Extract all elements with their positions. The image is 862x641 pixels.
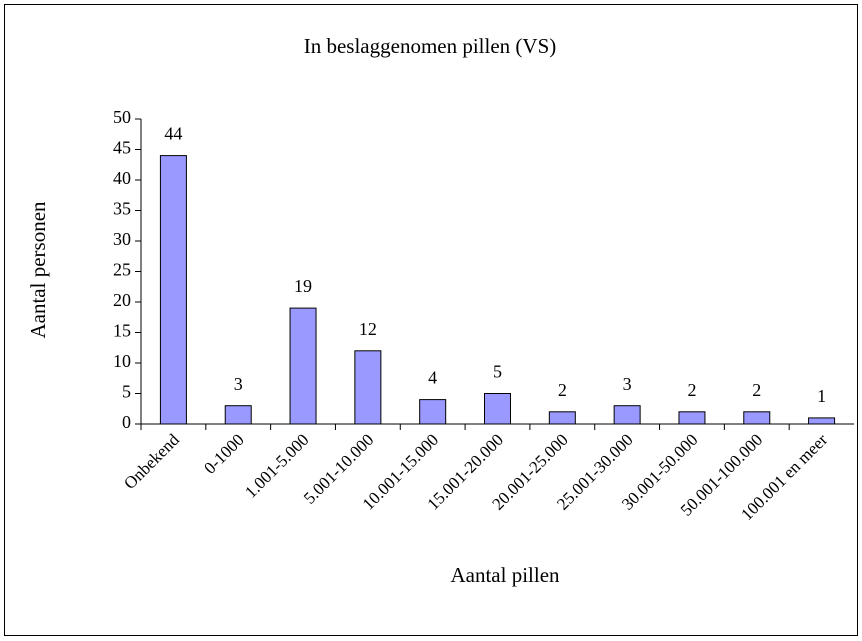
value-label: 4	[428, 368, 437, 388]
value-label: 3	[623, 374, 632, 394]
value-label: 3	[234, 374, 243, 394]
y-tick-label: 40	[113, 168, 131, 188]
bar	[159, 155, 187, 425]
value-label: 12	[359, 319, 377, 339]
y-tick-label: 0	[122, 412, 131, 432]
bar	[419, 399, 447, 425]
y-tick-label: 5	[122, 382, 131, 402]
value-label: 1	[817, 386, 826, 406]
bar	[808, 417, 836, 425]
value-label: 5	[493, 362, 502, 382]
bar	[224, 405, 252, 425]
bar	[289, 307, 317, 425]
y-tick-label: 50	[113, 107, 131, 127]
y-tick-label: 20	[113, 290, 131, 310]
bar	[613, 405, 641, 425]
value-label: 44	[164, 124, 182, 144]
y-tick-label: 30	[113, 229, 131, 249]
chart-border	[4, 4, 858, 636]
bar	[548, 411, 576, 425]
y-tick-label: 35	[113, 199, 131, 219]
value-label: 2	[558, 380, 567, 400]
value-label: 2	[687, 380, 696, 400]
value-label: 2	[752, 380, 761, 400]
y-tick-label: 25	[113, 260, 131, 280]
bar	[743, 411, 771, 425]
y-axis-label: Aantal personen	[26, 201, 50, 339]
bar	[484, 393, 511, 425]
bar	[354, 350, 382, 425]
chart-title: In beslaggenomen pillen (VS)	[304, 34, 557, 58]
y-tick-label: 15	[113, 321, 131, 341]
y-tick-label: 10	[113, 351, 131, 371]
value-label: 19	[294, 276, 312, 296]
x-axis-label: Aantal pillen	[450, 563, 560, 587]
y-tick-label: 45	[113, 138, 131, 158]
bar	[678, 411, 706, 425]
